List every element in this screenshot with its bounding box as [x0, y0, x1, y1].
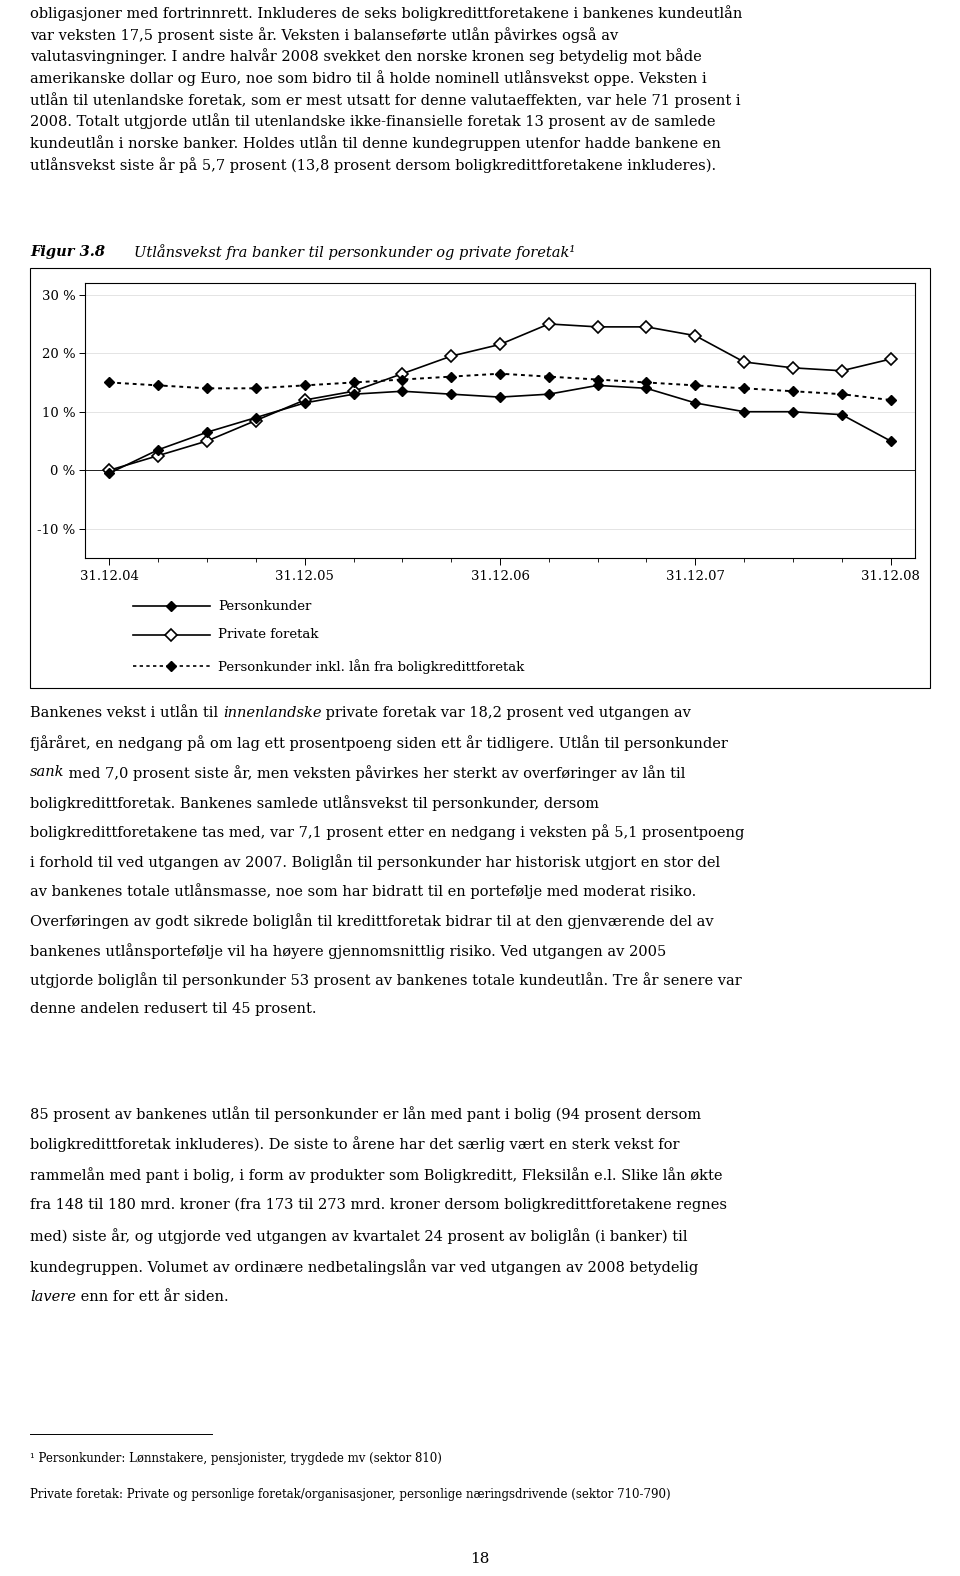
- Text: Overføringen av godt sikrede boliglån til kredittforetak bidrar til at den gjenv: Overføringen av godt sikrede boliglån ti…: [30, 913, 713, 930]
- Text: obligasjoner med fortrinnrett. Inkluderes de seks boligkredittforetakene i banke: obligasjoner med fortrinnrett. Inkludere…: [30, 5, 742, 172]
- Text: Private foretak: Private og personlige foretak/organisasjoner, personlige næring: Private foretak: Private og personlige f…: [30, 1488, 671, 1500]
- Text: med) siste år, og utgjorde ved utgangen av kvartalet 24 prosent av boliglån (i b: med) siste år, og utgjorde ved utgangen …: [30, 1228, 687, 1243]
- Text: Bankenes vekst i utlån til: Bankenes vekst i utlån til: [30, 706, 223, 720]
- Text: sank: sank: [30, 766, 64, 779]
- Text: utgjorde boliglån til personkunder 53 prosent av bankenes totale kundeutlån. Tre: utgjorde boliglån til personkunder 53 pr…: [30, 972, 742, 988]
- Text: 18: 18: [470, 1552, 490, 1567]
- Text: Utlånsvekst fra banker til personkunder og private foretak¹: Utlånsvekst fra banker til personkunder …: [133, 244, 575, 260]
- Text: med 7,0 prosent siste år, men veksten påvirkes her sterkt av overføringer av lån: med 7,0 prosent siste år, men veksten på…: [64, 766, 685, 782]
- Text: Figur 3.8: Figur 3.8: [30, 244, 105, 258]
- Text: av bankenes totale utlånsmasse, noe som har bidratt til en portefølje med modera: av bankenes totale utlånsmasse, noe som …: [30, 884, 696, 900]
- Text: fra 148 til 180 mrd. kroner (fra 173 til 273 mrd. kroner dersom boligkredittfore: fra 148 til 180 mrd. kroner (fra 173 til…: [30, 1198, 727, 1212]
- Text: Personkunder inkl. lån fra boligkredittforetak: Personkunder inkl. lån fra boligkredittf…: [218, 659, 524, 673]
- Text: boligkredittforetak. Bankenes samlede utlånsvekst til personkunder, dersom: boligkredittforetak. Bankenes samlede ut…: [30, 794, 599, 810]
- Text: Personkunder: Personkunder: [218, 599, 311, 613]
- Text: ¹ Personkunder: Lønnstakere, pensjonister, trygdede mv (sektor 810): ¹ Personkunder: Lønnstakere, pensjoniste…: [30, 1453, 442, 1466]
- Text: i forhold til ved utgangen av 2007. Boliglån til personkunder har historisk utgj: i forhold til ved utgangen av 2007. Boli…: [30, 854, 720, 870]
- Text: fjåråret, en nedgang på om lag ett prosentpoeng siden ett år tidligere. Utlån ti: fjåråret, en nedgang på om lag ett prose…: [30, 736, 728, 752]
- Text: innenlandske: innenlandske: [223, 706, 322, 720]
- Text: kundegruppen. Volumet av ordinære nedbetalingslån var ved utgangen av 2008 betyd: kundegruppen. Volumet av ordinære nedbet…: [30, 1259, 698, 1275]
- Text: lavere: lavere: [30, 1289, 76, 1303]
- Text: Private foretak: Private foretak: [218, 629, 319, 641]
- Text: rammelån med pant i bolig, i form av produkter som Boligkreditt, Fleksilån e.l. : rammelån med pant i bolig, i form av pro…: [30, 1168, 723, 1184]
- Text: private foretak var 18,2 prosent ved utgangen av: private foretak var 18,2 prosent ved utg…: [322, 706, 691, 720]
- Text: bankenes utlånsportefølje vil ha høyere gjennomsnittlig risiko. Ved utgangen av : bankenes utlånsportefølje vil ha høyere …: [30, 942, 666, 958]
- Text: boligkredittforetak inkluderes). De siste to årene har det særlig vært en sterk : boligkredittforetak inkluderes). De sist…: [30, 1136, 680, 1152]
- Text: enn for ett år siden.: enn for ett år siden.: [76, 1289, 228, 1303]
- Text: denne andelen redusert til 45 prosent.: denne andelen redusert til 45 prosent.: [30, 1002, 317, 1017]
- Text: boligkredittforetakene tas med, var 7,1 prosent etter en nedgang i veksten på 5,: boligkredittforetakene tas med, var 7,1 …: [30, 824, 744, 840]
- Text: 85 prosent av bankenes utlån til personkunder er lån med pant i bolig (94 prosen: 85 prosent av bankenes utlån til personk…: [30, 1106, 701, 1122]
